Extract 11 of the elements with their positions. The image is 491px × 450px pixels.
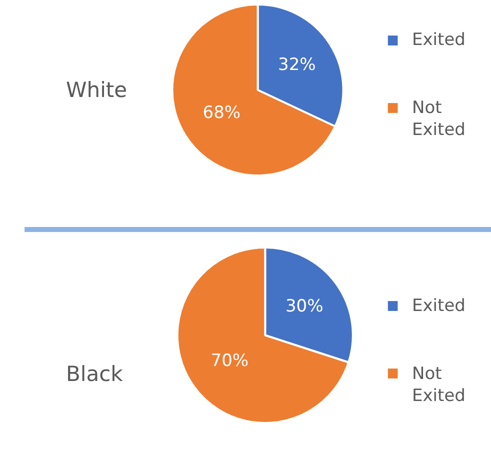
legend-label: Exited xyxy=(412,30,466,50)
legend-label: Not Exited xyxy=(412,364,466,406)
data-label: 30% xyxy=(285,296,324,317)
text: White xyxy=(66,78,128,102)
legend-label: Not Exited xyxy=(412,98,466,140)
text: Black xyxy=(66,362,124,386)
data-label: 68% xyxy=(202,102,241,123)
pie-slice xyxy=(176,246,350,424)
data-label: 70% xyxy=(210,351,249,372)
legend-label: Exited xyxy=(412,296,466,316)
data-label: 32% xyxy=(278,55,316,76)
